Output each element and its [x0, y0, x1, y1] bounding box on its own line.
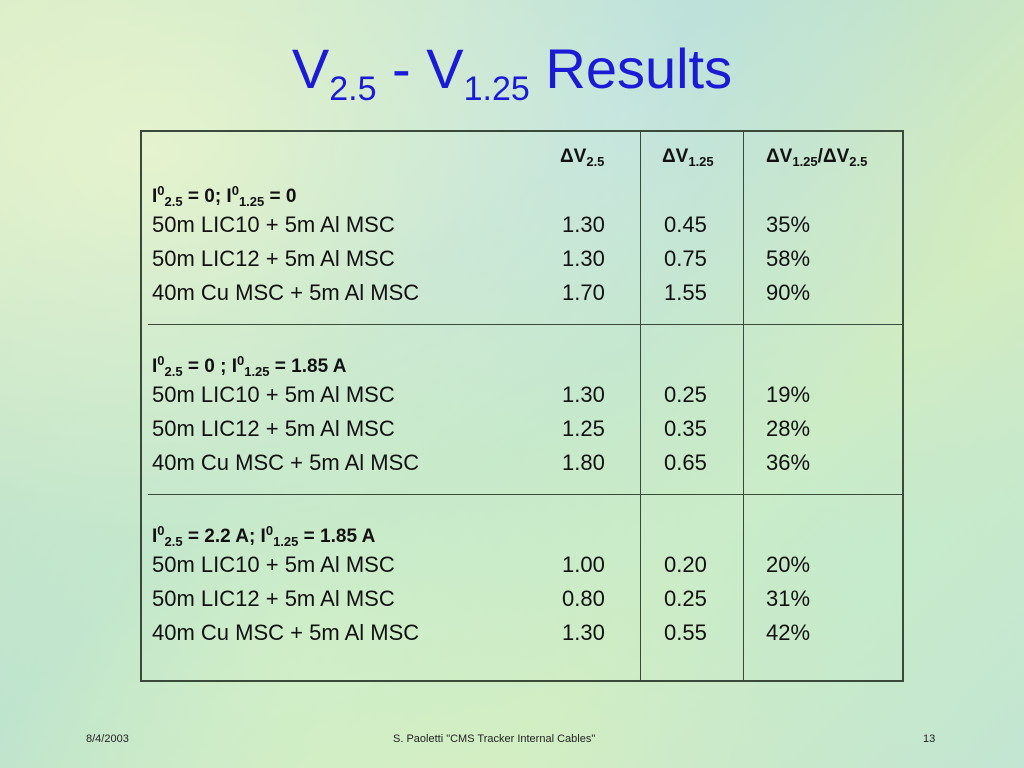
group-divider — [148, 494, 902, 495]
column-divider — [743, 132, 744, 680]
dv125-cell: 0.35 — [664, 416, 707, 441]
header-ratio: ΔV1.25/ΔV2.5 — [766, 146, 868, 169]
header-dv125: ΔV1.25 — [662, 146, 714, 169]
results-table: ΔV2.5 ΔV1.25 ΔV1.25/ΔV2.5 I02.5 = 0; I01… — [140, 130, 904, 682]
group-label: I02.5 = 2.2 A; I01.25 = 1.85 A — [152, 523, 376, 549]
dv125-cell: 0.75 — [664, 246, 707, 271]
slide-title: V2.5 - V1.25 Results — [291, 37, 733, 108]
column-divider — [640, 132, 641, 680]
group-label: I02.5 = 0; I01.25 = 0 — [152, 183, 297, 209]
ratio-cell: 42% — [766, 620, 811, 645]
dv25-cell: 1.30 — [562, 212, 605, 237]
header-dv25: ΔV2.5 — [560, 146, 605, 169]
cable-name-cell: 40m Cu MSC + 5m Al MSC — [152, 280, 420, 305]
group-label: I02.5 = 0 ; I01.25 = 1.85 A — [152, 353, 347, 379]
ratio-cell: 20% — [766, 552, 811, 577]
ratio-cell: 58% — [766, 246, 811, 271]
ratio-cell: 90% — [766, 280, 811, 305]
dv25-cell: 1.00 — [562, 552, 605, 577]
ratio-cell: 36% — [766, 450, 811, 475]
footer-title: S. Paoletti "CMS Tracker Internal Cables… — [393, 733, 596, 745]
dv25-cell: 1.25 — [562, 416, 605, 441]
ratio-cell: 35% — [766, 212, 811, 237]
cable-name-cell: 50m LIC12 + 5m Al MSC — [152, 586, 395, 611]
dv125-cell: 0.25 — [664, 382, 707, 407]
ratio-cell: 31% — [766, 586, 811, 611]
footer-date: 8/4/2003 — [86, 733, 129, 745]
dv125-cell: 1.55 — [664, 280, 707, 305]
dv25-cell: 1.30 — [562, 246, 605, 271]
cable-name-cell: 50m LIC10 + 5m Al MSC — [152, 552, 395, 577]
dv25-cell: 1.80 — [562, 450, 605, 475]
dv125-cell: 0.20 — [664, 552, 707, 577]
dv125-cell: 0.45 — [664, 212, 707, 237]
dv25-cell: 1.30 — [562, 382, 605, 407]
cable-name-cell: 50m LIC12 + 5m Al MSC — [152, 246, 395, 271]
dv25-cell: 1.70 — [562, 280, 605, 305]
group-divider — [148, 324, 902, 325]
ratio-cell: 19% — [766, 382, 811, 407]
cable-name-cell: 40m Cu MSC + 5m Al MSC — [152, 450, 420, 475]
cable-name-cell: 50m LIC12 + 5m Al MSC — [152, 416, 395, 441]
cable-name-cell: 50m LIC10 + 5m Al MSC — [152, 382, 395, 407]
dv125-cell: 0.25 — [664, 586, 707, 611]
cable-name-cell: 40m Cu MSC + 5m Al MSC — [152, 620, 420, 645]
footer-page-number: 13 — [923, 733, 936, 745]
dv25-cell: 1.30 — [562, 620, 605, 645]
cable-name-cell: 50m LIC10 + 5m Al MSC — [152, 212, 395, 237]
ratio-cell: 28% — [766, 416, 811, 441]
dv125-cell: 0.65 — [664, 450, 707, 475]
dv25-cell: 0.80 — [562, 586, 605, 611]
dv125-cell: 0.55 — [664, 620, 707, 645]
